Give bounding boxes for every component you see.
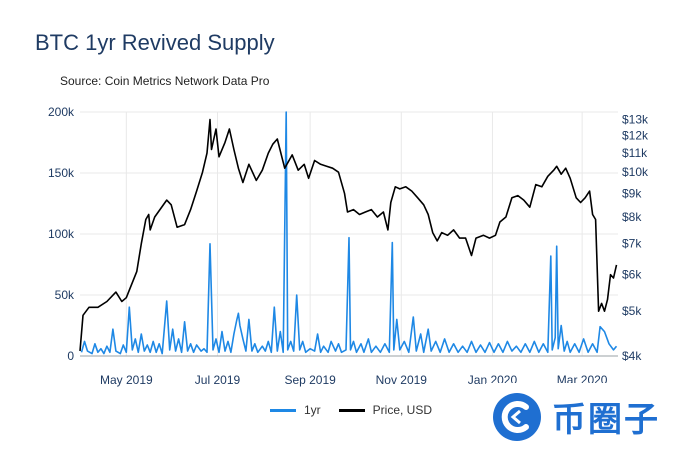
y-right-tick-label: $9k <box>622 186 642 200</box>
y-right-tick-label: $11k <box>622 146 648 160</box>
legend-item-1yr[interactable]: 1yr <box>270 403 321 417</box>
x-tick-label: May 2019 <box>100 373 153 387</box>
chart-title: BTC 1yr Revived Supply <box>35 30 275 55</box>
c-swirl-logo-icon <box>493 392 541 441</box>
y-right-tick-label: $12k <box>622 129 649 143</box>
y-left-tick-label: 0 <box>67 349 74 363</box>
x-tick-label: Jul 2019 <box>195 373 241 387</box>
legend-item-price[interactable]: Price, USD <box>338 403 433 417</box>
x-tick-label: Nov 2019 <box>376 373 428 387</box>
y-right-tick-label: $4k <box>622 349 642 363</box>
y-right-tick-label: $5k <box>622 304 642 318</box>
legend-label-1yr: 1yr <box>304 403 321 417</box>
y-left-tick-label: 100k <box>48 227 75 241</box>
watermark-text: 币圈子 <box>552 400 660 440</box>
y-right-tick-label: $6k <box>622 268 642 282</box>
y-right-tick-label: $13k <box>622 113 649 127</box>
y-right-tick-label: $8k <box>622 210 642 224</box>
watermark: 币圈子 <box>486 383 700 450</box>
y-left-tick-label: 150k <box>48 166 75 180</box>
series-line-price <box>79 118 618 352</box>
legend-swatch-price <box>338 408 365 412</box>
chart-legend: 1yr Price, USD <box>270 403 450 417</box>
y-left-tick-label: 200k <box>48 105 75 119</box>
y-right-tick-label: $7k <box>622 237 642 251</box>
x-tick-label: Sep 2019 <box>284 373 336 387</box>
legend-label-price: Price, USD <box>372 403 433 417</box>
y-right-tick-label: $10k <box>622 165 649 179</box>
legend-swatch-1yr <box>270 408 296 412</box>
series-line-1yr <box>80 111 618 355</box>
y-left-tick-label: 50k <box>55 288 75 302</box>
chart-subtitle: Source: Coin Metrics Network Data Pro <box>60 74 270 88</box>
